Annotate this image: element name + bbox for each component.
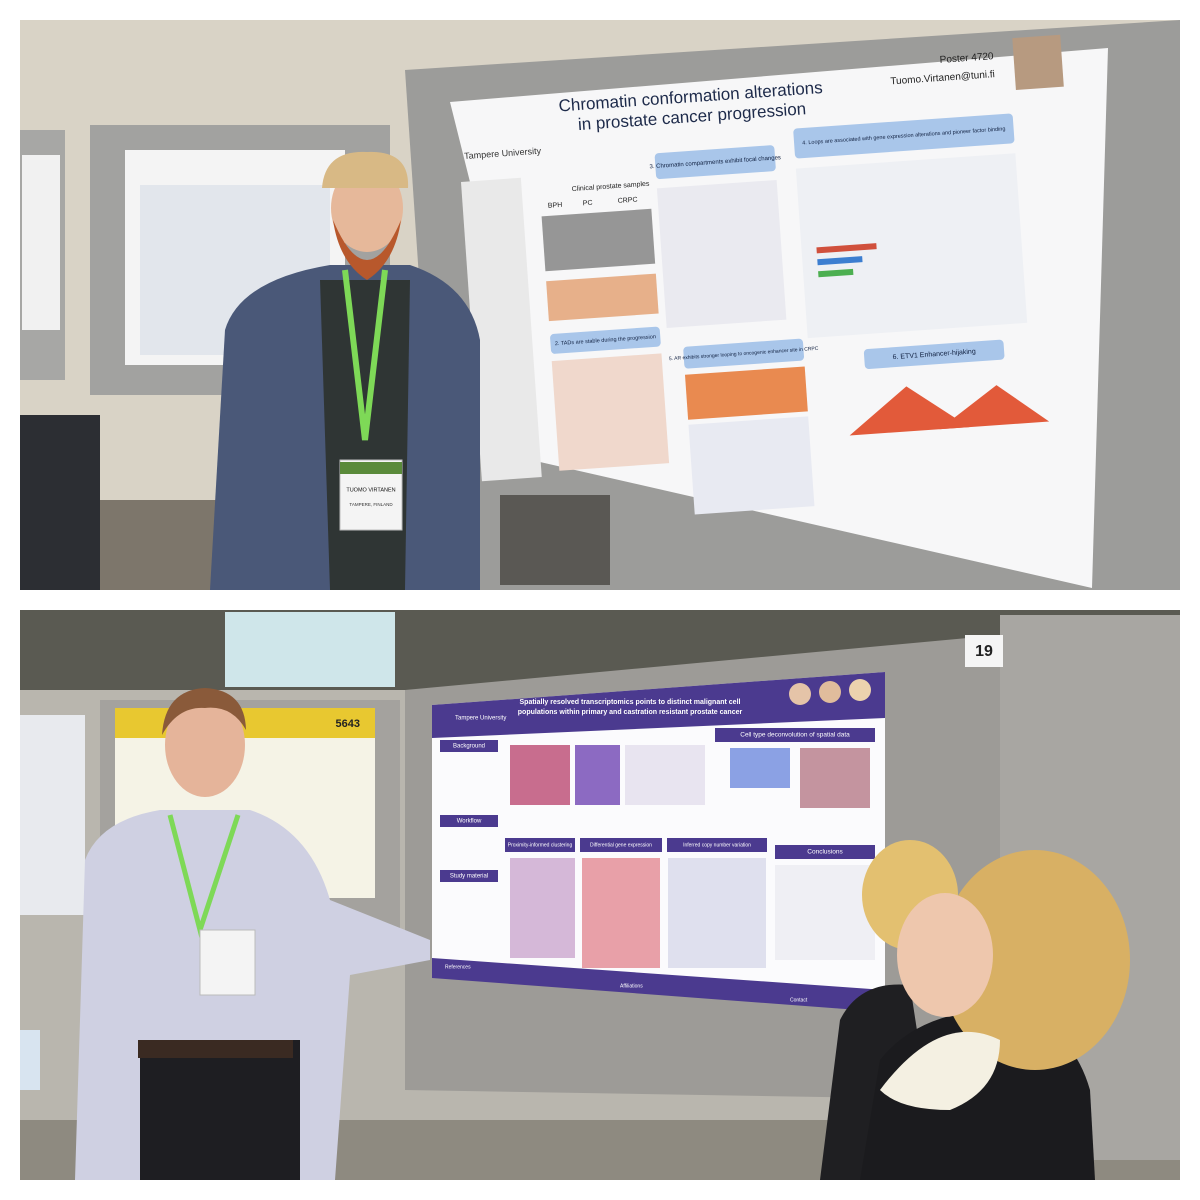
person-hair xyxy=(940,850,1130,1070)
section-header xyxy=(654,145,776,180)
person-face xyxy=(165,693,245,797)
section-title: Workflow xyxy=(457,819,482,825)
chair xyxy=(500,495,610,585)
stage: BPH xyxy=(548,202,563,210)
intro-text xyxy=(460,177,542,482)
figure xyxy=(688,416,815,515)
section-title: Differential gene expression xyxy=(590,842,652,848)
person-cap xyxy=(322,151,409,188)
section-title: Proximity-informed clustering xyxy=(508,842,573,848)
figure xyxy=(816,243,877,254)
section-header xyxy=(793,113,1015,159)
stage: CRPC xyxy=(617,197,637,205)
poster-number: 5643 xyxy=(336,718,360,730)
badge-location: TAMPERE, FINLAND xyxy=(349,502,393,507)
figure xyxy=(668,858,766,968)
section-title: Study material xyxy=(450,874,488,880)
section-title: Conclusions xyxy=(807,849,843,856)
section-header xyxy=(580,838,662,852)
board-number: 19 xyxy=(975,643,993,660)
footer-label: References xyxy=(445,964,471,970)
poster-number: Poster 4720 xyxy=(939,51,994,66)
figure xyxy=(795,153,1028,339)
section-header xyxy=(667,838,767,852)
chair xyxy=(20,415,100,590)
figure xyxy=(684,366,808,420)
figure xyxy=(510,858,575,958)
figure xyxy=(800,748,870,808)
figure xyxy=(730,748,790,788)
text-block xyxy=(775,865,875,960)
badge-name: TUOMO VIRTANEN xyxy=(346,487,395,493)
figure xyxy=(625,745,705,805)
section-header xyxy=(863,339,1005,369)
person-hair xyxy=(162,688,246,735)
person-trousers xyxy=(140,1040,300,1180)
figure xyxy=(656,179,787,328)
section-header xyxy=(440,740,498,752)
badge-header xyxy=(340,462,402,474)
section-header xyxy=(505,838,575,852)
belt xyxy=(138,1040,293,1058)
tissue-image xyxy=(575,745,620,805)
lanyard xyxy=(342,269,388,441)
badge xyxy=(199,929,256,996)
figure xyxy=(849,386,970,436)
poster-header xyxy=(432,672,885,738)
person-face xyxy=(897,893,993,1017)
section-header xyxy=(440,815,498,827)
poster xyxy=(20,715,85,915)
figure xyxy=(818,268,854,278)
section-header xyxy=(683,338,805,369)
author-photo xyxy=(819,681,841,703)
number-card xyxy=(965,635,1003,667)
person-beard xyxy=(333,220,401,280)
section-title: Background xyxy=(453,744,485,750)
section-title: Cell type deconvolution of spatial data xyxy=(740,732,850,739)
stage: PC xyxy=(583,200,593,208)
institution: Tampere University xyxy=(455,716,506,722)
section-header xyxy=(440,870,498,882)
poster-title: populations within primary and castratio… xyxy=(518,709,743,716)
figure xyxy=(541,208,656,272)
section-header xyxy=(550,326,661,354)
section-header xyxy=(775,845,875,859)
author-photo xyxy=(1012,34,1064,91)
figure xyxy=(546,273,659,322)
poster-title: Spatially resolved transcriptomics point… xyxy=(520,699,741,706)
poster-footer xyxy=(432,958,885,1012)
bottle xyxy=(20,1030,40,1090)
scarf xyxy=(880,1031,1000,1110)
figure xyxy=(551,353,670,471)
section-title: Inferred copy number variation xyxy=(683,842,751,848)
bottom-photo: 5643 19 Tampere University Spatially res… xyxy=(20,610,1180,1180)
figure xyxy=(817,256,863,266)
author-photo xyxy=(789,683,811,705)
figure xyxy=(582,858,660,968)
section-header xyxy=(715,728,875,742)
banner xyxy=(225,612,395,687)
footer-label: Affiliations xyxy=(620,983,643,989)
poster xyxy=(22,155,60,330)
tissue-image xyxy=(510,745,570,805)
footer-label: Contact xyxy=(790,997,808,1003)
top-photo: Chromatin conformation alterations in pr… xyxy=(20,20,1180,590)
poster-sections: Background Workflow Study material Cell … xyxy=(440,728,875,968)
author-photo xyxy=(849,679,871,701)
figure xyxy=(939,385,1050,430)
